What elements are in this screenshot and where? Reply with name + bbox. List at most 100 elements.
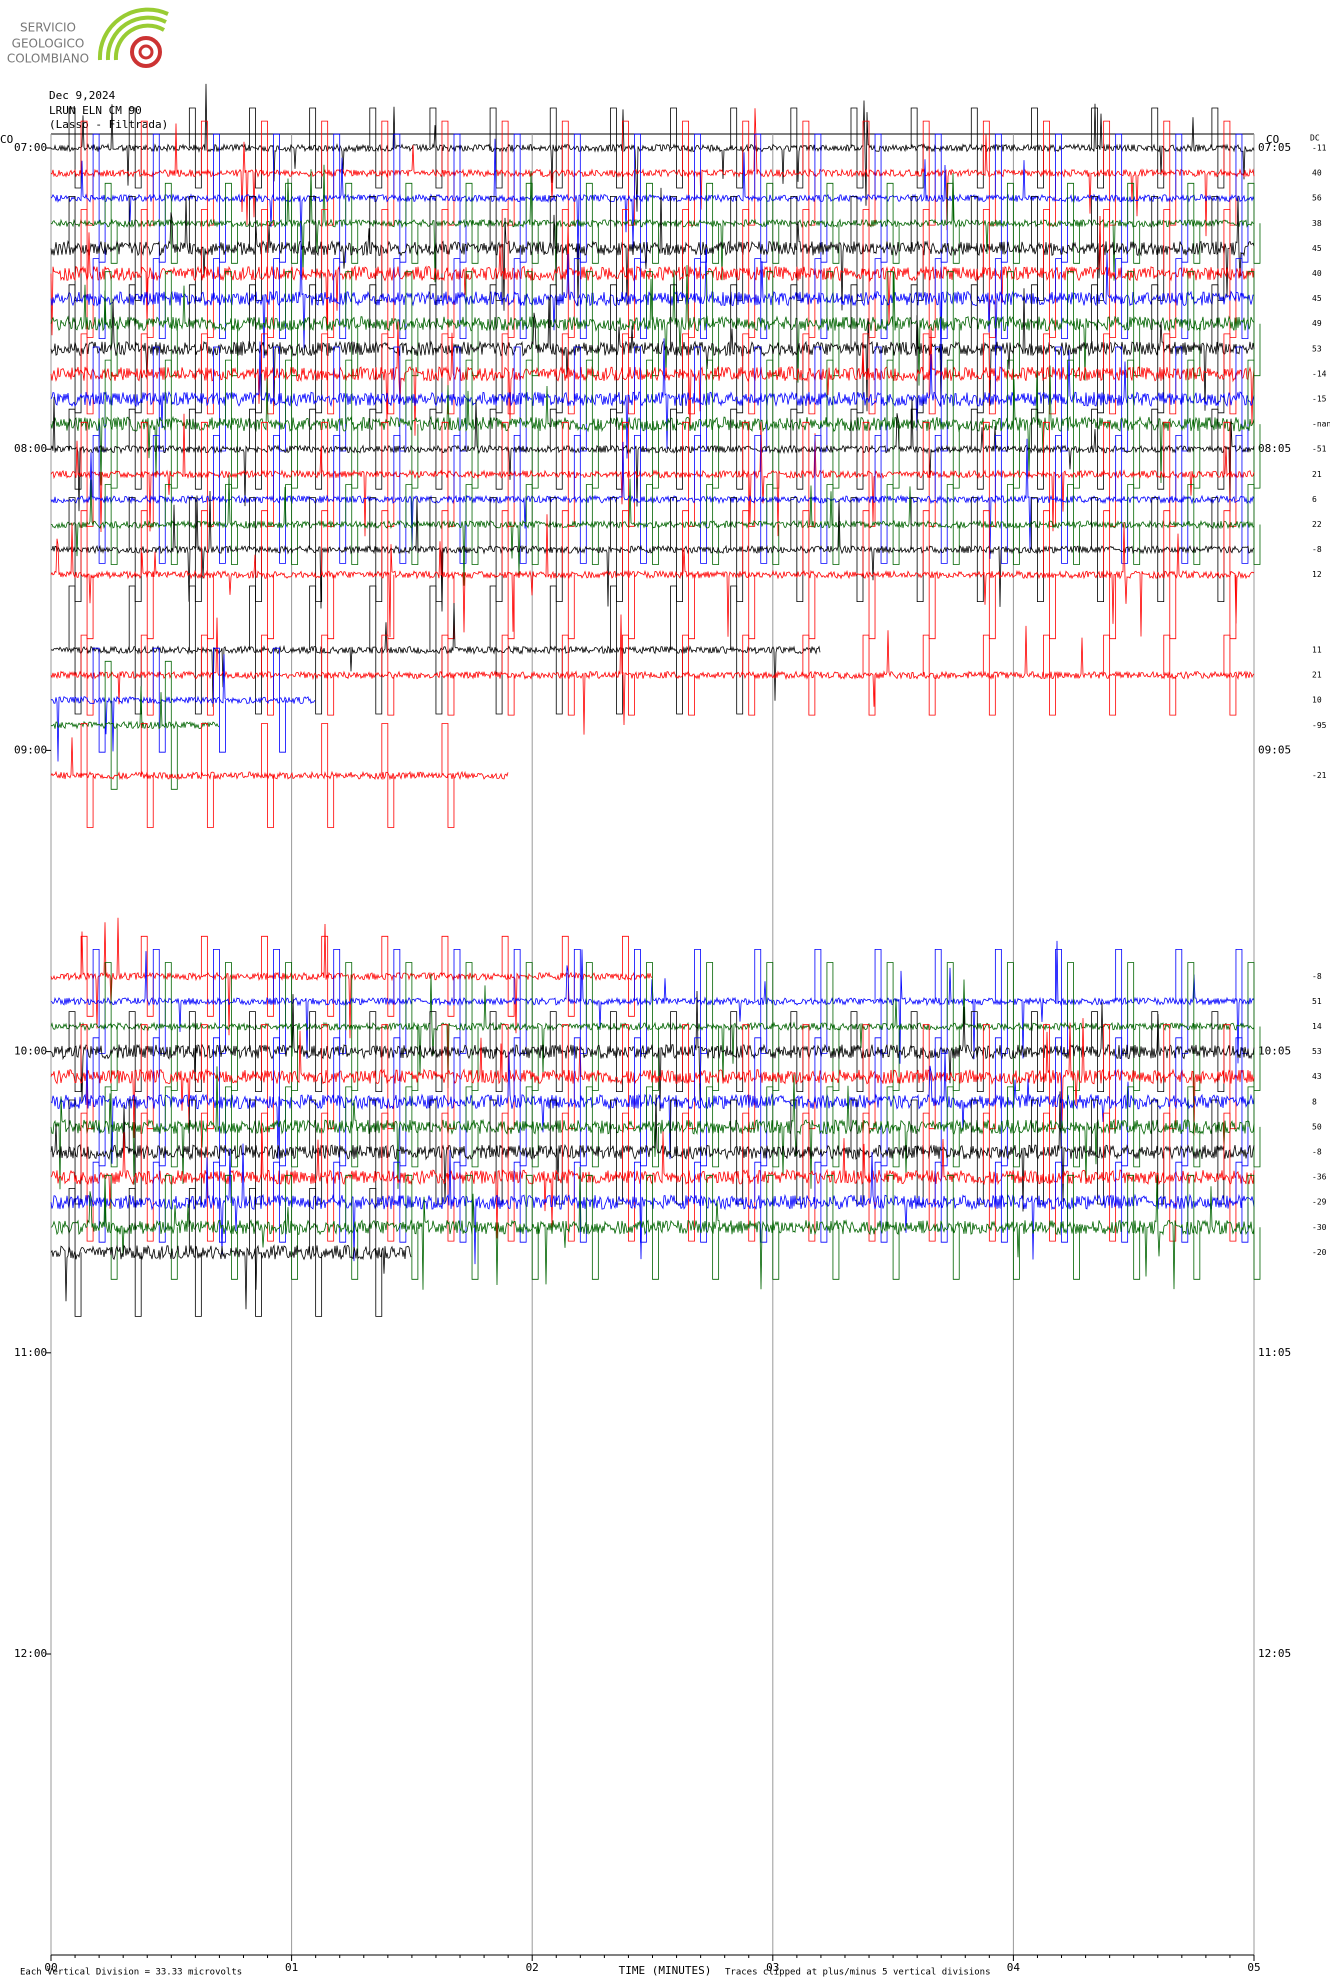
trace-pulse [1091,497,1104,602]
trace-pulse [970,497,984,602]
trace-pulse [706,1174,720,1280]
dc-offset: 14 [1312,1022,1322,1031]
trace-pulse [213,435,226,564]
dc-offset: 50 [1312,1122,1322,1131]
trace-pulse [285,271,298,377]
trace-pulse [249,497,262,602]
trace-pulse [309,196,323,301]
dc-offset: 12 [1312,570,1322,579]
trace-pulse [1031,196,1044,301]
trace-pulse [1247,271,1261,377]
trace-pulse [381,120,395,226]
trace-pulse [345,1086,359,1168]
trace-pulse [213,1161,226,1243]
trace-pulse [285,1174,298,1280]
trace-pulse [946,271,960,377]
trace-pulse [513,133,527,263]
trace-pulse [1127,359,1141,489]
trace-pulse [381,333,395,415]
logo-spiral [130,36,162,68]
dc-offset: 40 [1312,169,1322,178]
trace-pulse [970,107,984,189]
trace-pulse [1055,949,1068,1054]
trace-pulse [104,1174,118,1280]
trace-pulse [609,107,623,189]
trace-pulse [1247,1086,1261,1168]
trace-pulse [634,258,647,339]
trace-pulse [754,1161,768,1243]
trace-pulse [561,634,575,716]
trace-pulse [694,949,708,1054]
trace-pulse [1175,346,1189,452]
trace-pulse [140,421,154,527]
trace-pulse [465,1086,479,1168]
trace-pulse [1175,258,1189,339]
trace-pulse [1247,182,1261,264]
trace-pulse [730,408,744,490]
trace-pulse [441,935,455,1017]
trace-pulse [766,271,780,377]
trace-pulse [1091,284,1104,414]
trace-pulse [381,421,395,527]
trace-pulse [754,1037,768,1167]
trace-pulse [1043,209,1056,338]
trace-pulse [742,209,756,338]
dc-offset: 43 [1312,1072,1322,1081]
trace-pulse [104,660,118,790]
logo-spiral [138,44,154,60]
trace-pulse [862,209,876,338]
trace-pulse [164,1086,178,1168]
trace-pulse [826,484,840,565]
trace-pulse [1103,1112,1117,1242]
trace-pulse [453,133,467,263]
trace-pulse [213,1037,226,1167]
trace-pulse [1247,962,1261,1091]
trace-pulse [1235,258,1249,339]
trace-pulse [802,634,816,716]
trace-pulse [874,346,888,452]
trace-pulse [333,435,347,564]
trace-pulse [910,497,924,602]
network-left: CO [0,133,13,146]
trace-pulse [646,484,659,565]
trace-pulse [706,1086,720,1168]
seismic-trace [50,288,1255,412]
trace-pulse [682,421,695,527]
trace-pulse [429,497,443,602]
trace-pulse [1235,1037,1249,1167]
trace-pulse [622,421,635,527]
trace-pulse [273,346,286,452]
trace-pulse [393,1161,407,1243]
trace-pulse [1067,182,1080,264]
trace-pulse [345,182,359,264]
trace-pulse [1091,196,1104,301]
seismic-trace [50,1018,1255,1139]
trace-pulse [934,346,948,452]
trace-pulse [128,1099,142,1205]
trace-pulse [465,182,479,264]
trace-pulse [164,484,178,565]
trace-pulse [1175,1161,1189,1243]
time-label-left: 10:00 [14,1045,47,1058]
trace-pulse [1223,510,1237,640]
trace-pulse [1115,435,1129,564]
trace-pulse [140,1024,154,1130]
trace-pulse [802,510,816,640]
trace-pulse [321,935,335,1017]
seismic-trace [50,187,1255,311]
trace-pulse [489,497,503,602]
trace-pulse [92,133,106,263]
trace-pulse [1091,1099,1104,1205]
trace-pulse [345,359,359,489]
trace-pulse [730,585,744,715]
org-name: SERVICIO [20,21,76,35]
trace-pulse [369,408,383,490]
footer-right: Traces clipped at plus/minus 5 vertical … [725,1968,991,1978]
trace-pulse [333,1161,347,1243]
trace-pulse [513,435,527,564]
trace-pulse [585,182,599,264]
trace-pulse [670,497,683,602]
trace-pulse [706,359,720,489]
